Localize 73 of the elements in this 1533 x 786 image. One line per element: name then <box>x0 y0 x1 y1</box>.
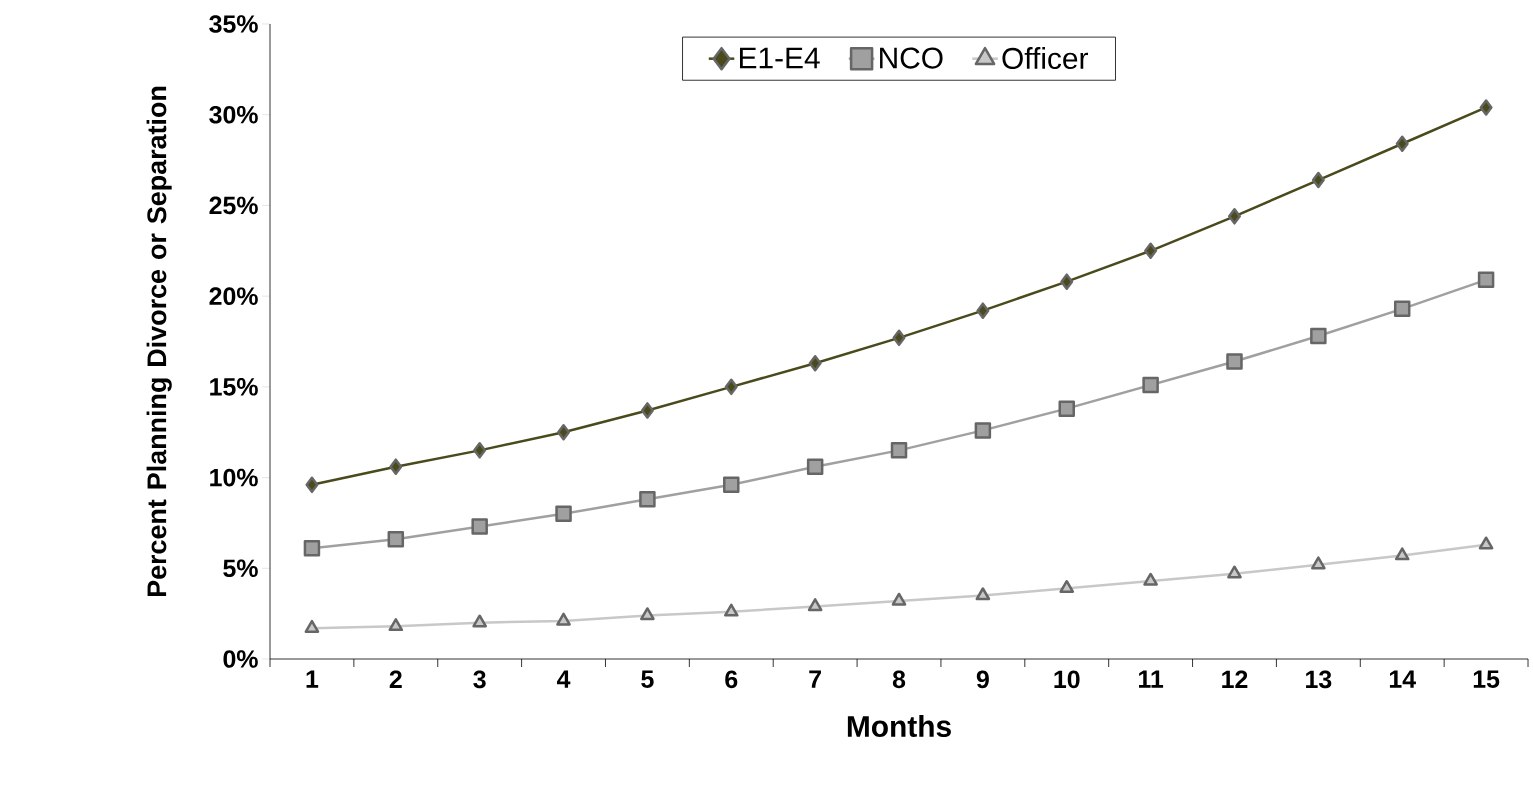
point <box>555 505 572 523</box>
y-tick-label: 25% <box>209 196 258 215</box>
legend-label: NCO <box>880 47 943 69</box>
point <box>890 442 908 459</box>
point <box>1311 171 1325 189</box>
point <box>1395 135 1409 152</box>
x-tick-label: 10 <box>1054 670 1080 689</box>
y-tick-label: 20% <box>209 287 258 305</box>
point <box>974 422 992 439</box>
x-tick-label: 15 <box>1473 670 1500 688</box>
point <box>892 329 906 347</box>
point <box>1142 376 1159 394</box>
y-tick-label: 15% <box>210 378 258 396</box>
x-tick-label: 14 <box>1389 670 1416 688</box>
point <box>1477 271 1495 289</box>
point <box>976 302 990 319</box>
point <box>1227 565 1242 579</box>
x-axis-title: Months <box>847 715 951 737</box>
x-tick-label: 8 <box>892 670 906 689</box>
point <box>1479 99 1493 116</box>
y-axis-title: Percent Planning Divorce or Separation <box>146 86 172 597</box>
point <box>1226 353 1243 370</box>
x-tick-label: 9 <box>976 670 989 689</box>
point <box>640 607 655 621</box>
point <box>1058 400 1075 417</box>
point <box>806 458 824 475</box>
point <box>724 378 738 396</box>
y-tick-label: 10% <box>210 468 258 487</box>
y-tick-label: 30% <box>209 105 258 124</box>
point <box>1393 300 1411 318</box>
y-tick-label: 5% <box>223 559 258 578</box>
point <box>1144 242 1158 260</box>
point <box>807 598 823 612</box>
point <box>1478 536 1494 550</box>
point <box>975 587 991 601</box>
point <box>1310 327 1327 345</box>
point <box>1059 579 1075 593</box>
y-tick-label: 0% <box>223 650 258 668</box>
x-tick-label: 13 <box>1306 670 1332 689</box>
point <box>639 491 656 508</box>
x-tick-label: 2 <box>389 670 402 688</box>
point <box>1394 547 1410 561</box>
point <box>305 476 319 494</box>
point <box>388 618 404 632</box>
legend-label: Officer <box>1002 47 1088 70</box>
x-tick-label: 6 <box>725 670 738 689</box>
x-tick-label: 4 <box>556 670 571 688</box>
point <box>640 402 654 419</box>
point <box>556 612 571 626</box>
point <box>387 531 405 548</box>
point <box>304 619 320 633</box>
point <box>891 592 907 606</box>
x-tick-label: 1 <box>306 670 319 688</box>
x-tick-label: 11 <box>1139 670 1164 688</box>
point <box>808 355 822 372</box>
point <box>557 423 571 441</box>
x-tick-label: 7 <box>809 670 821 688</box>
point <box>389 458 403 475</box>
y-tick-label: 35% <box>209 15 258 33</box>
point <box>723 603 739 617</box>
point <box>1143 572 1158 586</box>
x-tick-label: 3 <box>473 670 486 689</box>
x-tick-label: 12 <box>1222 670 1248 688</box>
x-tick-label: 5 <box>641 670 654 688</box>
point <box>471 518 488 535</box>
point <box>303 540 321 557</box>
point <box>1060 273 1074 290</box>
point <box>1311 556 1326 570</box>
legend-label: E1-E4 <box>739 47 820 69</box>
point <box>1227 208 1241 225</box>
point <box>473 442 487 459</box>
point <box>723 476 740 494</box>
point <box>472 614 487 628</box>
